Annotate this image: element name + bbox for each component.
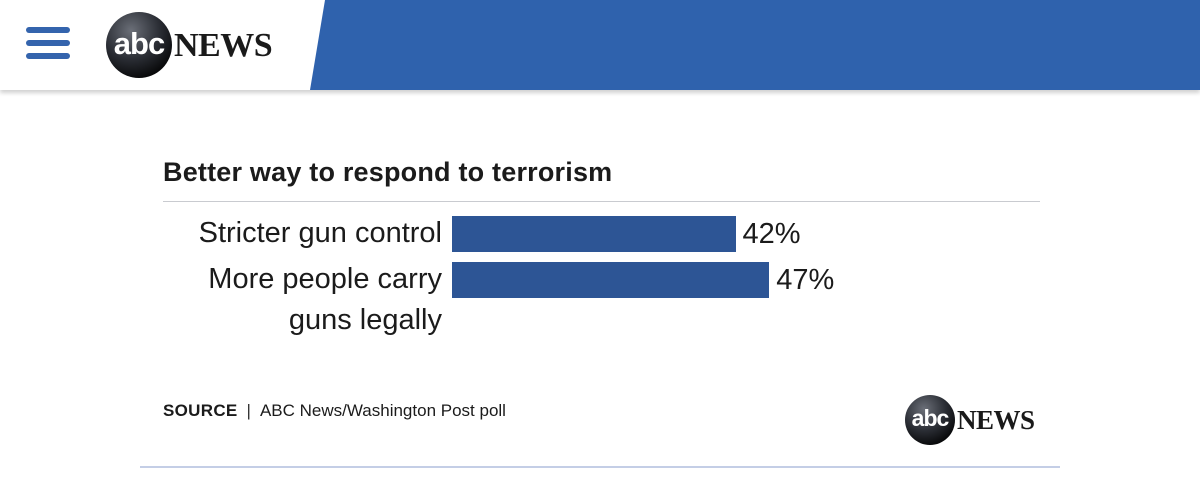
source-note: SOURCE | ABC News/Washington Post poll bbox=[163, 401, 506, 421]
footer-logo-badge-text: abc bbox=[911, 405, 950, 431]
bottom-divider bbox=[140, 466, 1060, 468]
title-divider bbox=[163, 201, 1040, 202]
site-header: abc NEWS bbox=[0, 0, 1200, 90]
bar-value-label-0: 42% bbox=[742, 218, 801, 250]
logo-badge-text: abc bbox=[113, 26, 165, 61]
source-text: ABC News/Washington Post poll bbox=[259, 401, 506, 420]
abc-news-footer-logo: abc NEWS bbox=[905, 395, 1045, 445]
menu-bar-bottom bbox=[26, 53, 70, 59]
bar-value-label-1: 47% bbox=[776, 264, 835, 296]
menu-bar-top bbox=[26, 27, 70, 33]
bar-0 bbox=[452, 216, 736, 252]
bar-1 bbox=[452, 262, 770, 298]
source-separator: | bbox=[246, 401, 251, 420]
source-key: SOURCE bbox=[163, 401, 238, 420]
category-label-0: Stricter gun control bbox=[142, 213, 442, 254]
abc-news-logo[interactable]: abc NEWS bbox=[106, 12, 296, 78]
category-label-1: More people carry guns legally bbox=[142, 259, 442, 341]
category-label-0-line-0: Stricter gun control bbox=[198, 217, 442, 249]
category-label-1-line-0: More people carry bbox=[208, 263, 442, 295]
category-label-1-line-1: guns legally bbox=[288, 304, 442, 336]
abc-logo-ball-footer: abc bbox=[905, 395, 955, 445]
chart-title: Better way to respond to terrorism bbox=[163, 157, 613, 187]
menu-bar-middle bbox=[26, 40, 70, 46]
logo-wordmark: NEWS bbox=[174, 27, 273, 64]
hamburger-menu-icon[interactable] bbox=[26, 25, 70, 61]
footer-logo-wordmark: NEWS bbox=[957, 405, 1035, 435]
abc-logo-ball: abc bbox=[106, 12, 172, 78]
